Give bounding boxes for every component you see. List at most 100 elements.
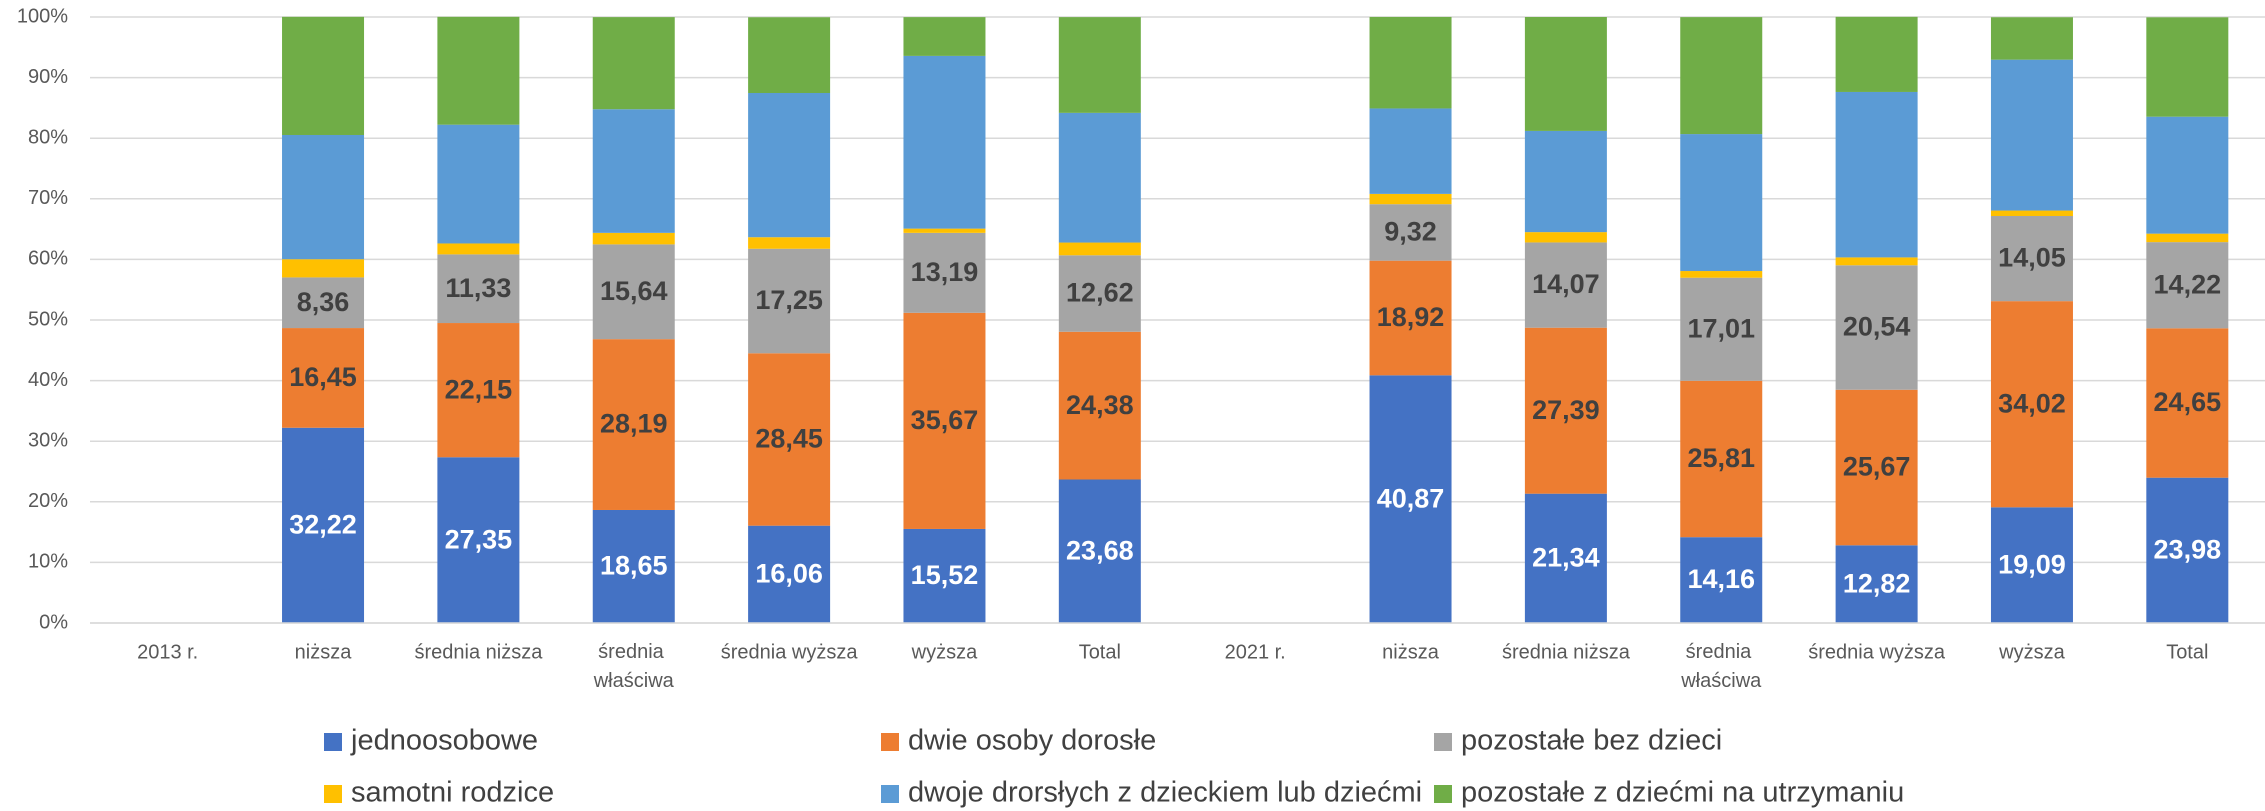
bar-segment <box>437 457 520 623</box>
legend-swatch <box>1434 733 1452 751</box>
data-label: 11,33 <box>445 273 511 303</box>
bar-segment <box>1680 537 1763 623</box>
data-label: 16,06 <box>755 558 823 588</box>
bar-segment <box>748 248 831 354</box>
bar-segment <box>1990 210 2073 217</box>
bar-segment <box>282 16 365 135</box>
bar-segment <box>748 92 831 238</box>
bar-segment <box>1835 389 1918 546</box>
x-tick-label: średnia niższa <box>414 641 543 663</box>
data-label: 18,65 <box>600 551 668 581</box>
x-tick-label: niższa <box>1382 641 1440 663</box>
legend-swatch <box>324 733 342 751</box>
bar-segment <box>2146 477 2229 623</box>
bar-segment <box>1058 112 1141 243</box>
bar-segment <box>1524 493 1607 623</box>
y-tick-label: 100% <box>17 5 68 27</box>
legend-label: dwoje drorsłych z dzieckiem lub dziećmi <box>908 777 1422 809</box>
bar-segment <box>1058 17 1141 113</box>
data-label: 21,34 <box>1532 542 1600 572</box>
bar-segment <box>592 109 675 233</box>
data-label: 16,45 <box>289 362 357 392</box>
bar-segment <box>592 232 675 245</box>
bar-segment <box>282 328 365 428</box>
x-tick-label: średnia właściwa <box>1680 641 1762 692</box>
data-label: 32,22 <box>289 509 357 539</box>
bar-segment <box>2146 233 2229 243</box>
bar-segment <box>1058 479 1141 623</box>
bar-segment <box>1058 255 1141 332</box>
bar-segment <box>437 254 520 324</box>
x-tick-label: średnia wyższa <box>1808 641 1946 663</box>
data-label: 25,67 <box>1843 452 1911 482</box>
bar-segment <box>2146 242 2229 329</box>
legend-swatch <box>881 733 899 751</box>
data-label: 35,67 <box>911 405 979 435</box>
y-tick-label: 80% <box>28 126 68 148</box>
bar-segment <box>1835 16 1918 92</box>
y-tick-label: 60% <box>28 248 68 270</box>
data-label: 12,82 <box>1843 568 1911 598</box>
data-label: 20,54 <box>1843 312 1911 342</box>
bar-segment <box>2146 116 2229 234</box>
bar-segment <box>748 237 831 249</box>
data-label: 12,62 <box>1066 278 1134 308</box>
legend-swatch <box>324 785 342 803</box>
bar-segment <box>903 228 986 233</box>
data-label: 27,35 <box>445 524 513 554</box>
x-tick-label: wyższa <box>1998 641 2065 663</box>
bar-segment <box>1990 17 2073 60</box>
bar-segment <box>437 243 520 255</box>
bar-segment <box>282 259 365 278</box>
legend-swatch <box>1434 785 1452 803</box>
x-tick-label: wyższa <box>911 641 978 663</box>
legend-label: pozostałe bez dzieci <box>1461 725 1722 757</box>
bar-segment <box>282 427 365 623</box>
bar-segment <box>1369 16 1452 109</box>
legend-label: pozostałe z dziećmi na utrzymaniu <box>1461 777 1904 809</box>
x-tick-label: średnia właściwa <box>593 641 675 692</box>
y-tick-label: 50% <box>28 308 68 330</box>
bar-segment <box>1369 108 1452 194</box>
bar-segment <box>903 55 986 229</box>
x-tick-label: 2021 r. <box>1225 641 1286 663</box>
bar-segment <box>748 17 831 93</box>
bar-segment <box>2146 17 2229 117</box>
bar-segment <box>1524 130 1607 233</box>
bar-segment <box>1990 301 2073 508</box>
x-tick-label: niższa <box>295 641 353 663</box>
data-label: 14,07 <box>1532 269 1600 299</box>
bar-segment <box>1680 277 1763 381</box>
bar-segment <box>1524 242 1607 328</box>
bar-segment <box>592 339 675 510</box>
y-tick-label: 90% <box>28 66 68 88</box>
data-label: 24,38 <box>1066 390 1134 420</box>
bar-segment <box>1524 232 1607 243</box>
bar-segment <box>1369 260 1452 376</box>
bar-segment <box>1369 193 1452 205</box>
bar-segment <box>1524 17 1607 131</box>
data-label: 17,25 <box>755 285 823 315</box>
bar-segment <box>437 124 520 244</box>
bar-segment <box>1680 380 1763 538</box>
data-label: 15,52 <box>911 560 979 590</box>
bar-segment <box>1990 216 2073 302</box>
y-tick-label: 30% <box>28 429 68 451</box>
legend-label: dwie osoby dorosłe <box>908 725 1156 757</box>
y-tick-label: 20% <box>28 490 68 512</box>
bar-segment <box>437 323 520 458</box>
legend-label: samotni rodzice <box>351 777 554 809</box>
x-tick-label: średnia niższa <box>1502 641 1631 663</box>
bar-segment <box>1835 257 1918 266</box>
y-tick-label: 40% <box>28 369 68 391</box>
x-tick-label: Total <box>2166 641 2208 663</box>
bar-segment <box>1680 271 1763 278</box>
bar-segment <box>903 312 986 529</box>
x-tick-label: średnia wyższa <box>721 641 859 663</box>
bar-segment <box>1369 375 1452 623</box>
data-label: 28,19 <box>600 409 668 439</box>
bar-segment <box>1990 507 2073 623</box>
data-label: 34,02 <box>1998 388 2066 418</box>
data-label: 15,64 <box>600 276 668 306</box>
